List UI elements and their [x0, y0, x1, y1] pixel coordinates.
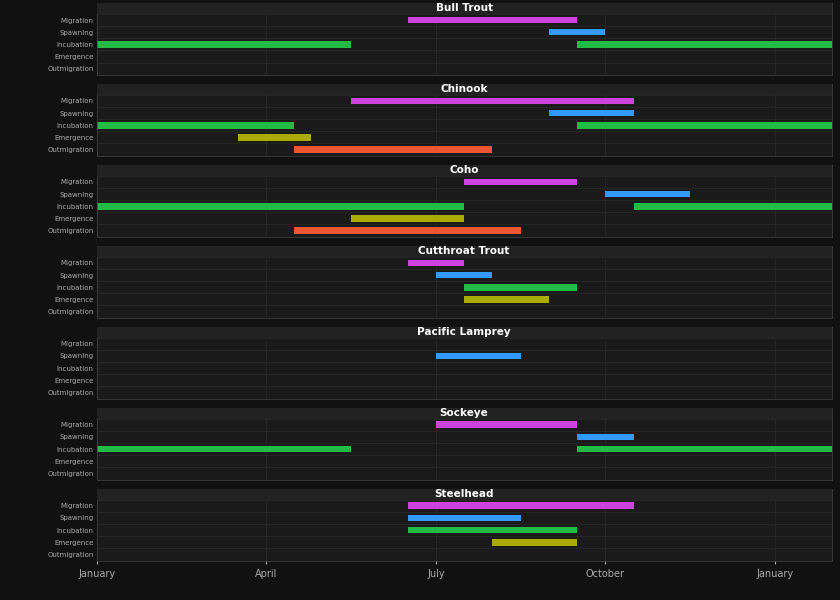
- Bar: [97, 327, 832, 337]
- Text: Chinook: Chinook: [440, 84, 488, 94]
- Bar: [577, 41, 832, 47]
- Bar: [295, 146, 492, 153]
- Bar: [407, 260, 465, 266]
- Bar: [549, 110, 633, 116]
- Bar: [97, 489, 832, 499]
- Bar: [97, 122, 295, 128]
- Bar: [436, 353, 521, 359]
- Bar: [436, 421, 577, 428]
- Bar: [577, 122, 832, 128]
- Bar: [97, 165, 832, 175]
- Text: Sockeye: Sockeye: [439, 408, 489, 418]
- Bar: [465, 296, 549, 302]
- Text: Coho: Coho: [449, 165, 479, 175]
- Bar: [549, 29, 606, 35]
- Text: Pacific Lamprey: Pacific Lamprey: [417, 327, 511, 337]
- Bar: [97, 446, 351, 452]
- Bar: [577, 434, 633, 440]
- Bar: [295, 227, 521, 234]
- Bar: [407, 17, 577, 23]
- Bar: [633, 203, 832, 209]
- Bar: [407, 515, 521, 521]
- Bar: [97, 3, 832, 13]
- Bar: [97, 408, 832, 418]
- Bar: [351, 215, 465, 221]
- Bar: [465, 284, 577, 290]
- Bar: [577, 446, 832, 452]
- Bar: [465, 179, 577, 185]
- Bar: [436, 272, 492, 278]
- Bar: [407, 502, 633, 509]
- Text: Steelhead: Steelhead: [434, 489, 494, 499]
- Text: Bull Trout: Bull Trout: [435, 3, 493, 13]
- Bar: [238, 134, 312, 141]
- Bar: [407, 527, 577, 533]
- Bar: [492, 539, 577, 545]
- Bar: [97, 246, 832, 256]
- Bar: [97, 84, 832, 94]
- Text: Cutthroat Trout: Cutthroat Trout: [418, 246, 510, 256]
- Bar: [606, 191, 690, 197]
- Bar: [351, 98, 633, 104]
- Bar: [97, 41, 351, 47]
- Bar: [97, 203, 465, 209]
